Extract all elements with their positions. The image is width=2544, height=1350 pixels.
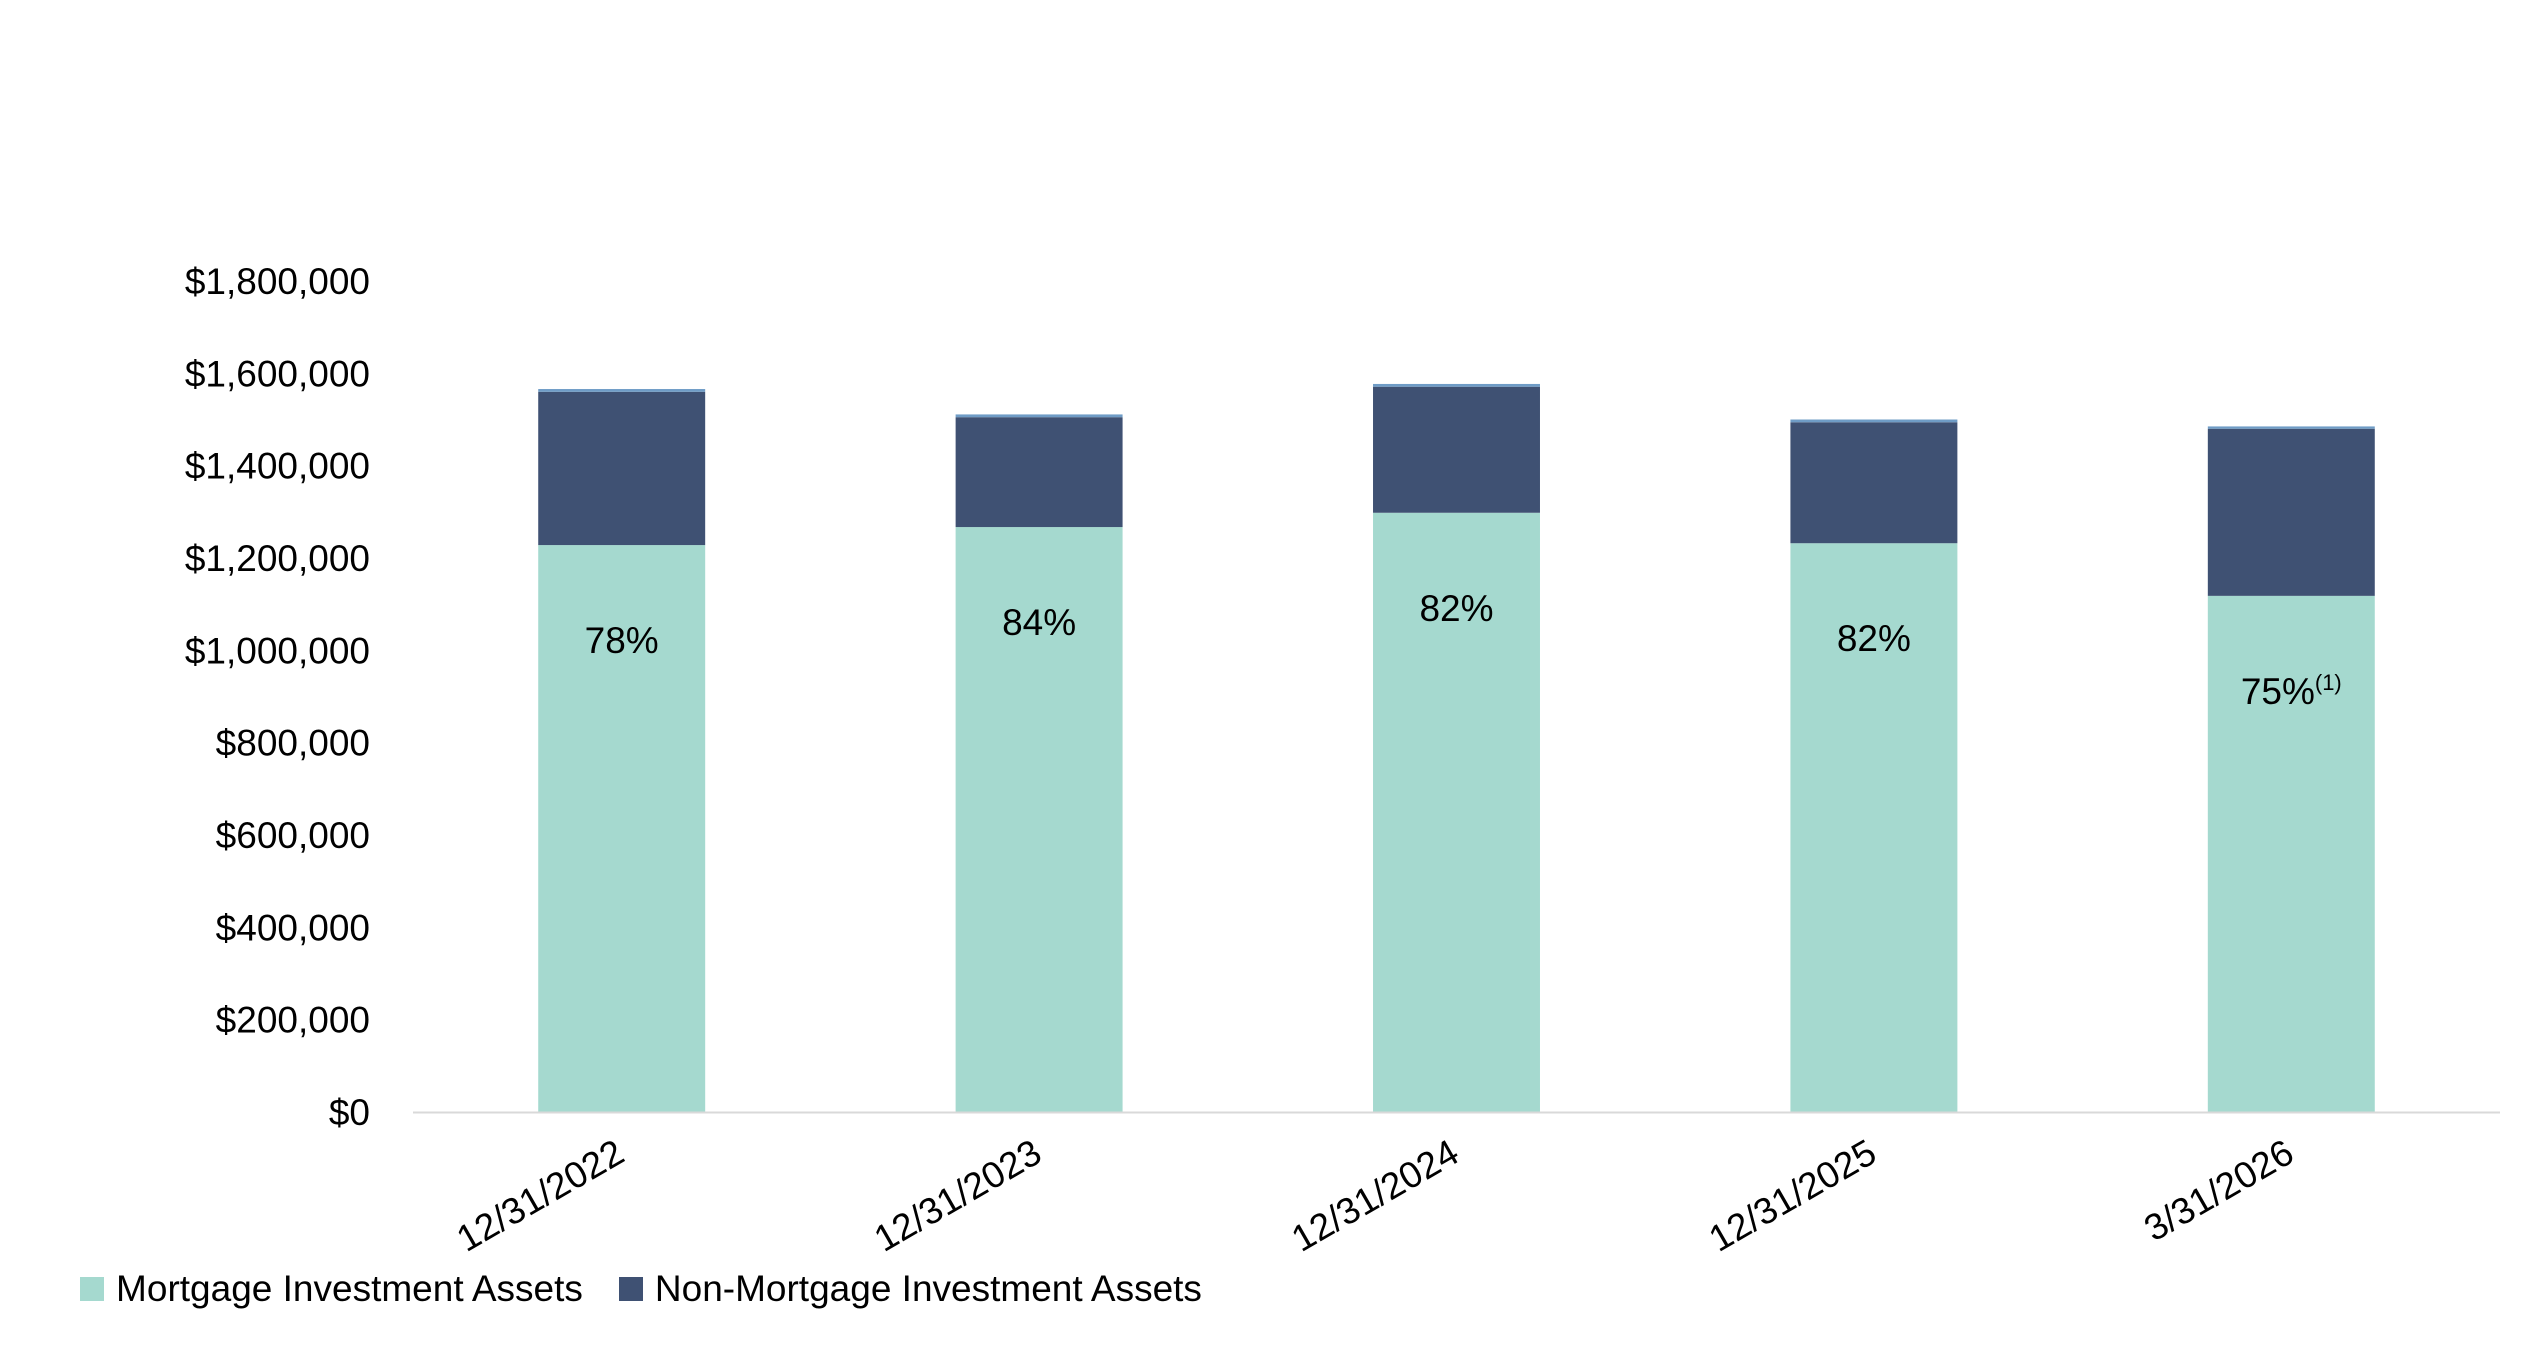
data-labels: 78% 84% 82% 82% 75%(1)	[585, 588, 2342, 712]
x-tick-label: 12/31/2022	[450, 1131, 631, 1259]
bar-segment-mortgage	[2207, 595, 2375, 1112]
bar-segment-mortgage	[1790, 543, 1958, 1112]
data-label-value: 75%	[2241, 671, 2315, 712]
y-tick-label: $600,000	[216, 815, 370, 856]
data-label: 84%	[1002, 602, 1076, 643]
y-tick-label: $800,000	[216, 723, 370, 764]
bar-segment-mortgage	[1373, 512, 1540, 1112]
data-label: 82%	[1837, 618, 1911, 659]
y-tick-label: $1,400,000	[185, 446, 370, 487]
bar-segment-other	[2207, 426, 2375, 429]
bar-segment-other	[1790, 419, 1958, 423]
bar-segment-mortgage	[955, 527, 1123, 1112]
bar-segment-other	[955, 414, 1123, 418]
legend-item-mortgage: Mortgage Investment Assets	[80, 1268, 583, 1310]
data-label: 82%	[1419, 588, 1493, 629]
bar-segment-non-mortgage	[955, 417, 1123, 528]
bars	[538, 383, 2375, 1112]
data-label-footnote: (1)	[2315, 670, 2342, 695]
x-axis: 12/31/2022 12/31/2023 12/31/2024 12/31/2025…	[450, 1131, 2300, 1259]
legend-item-non-mortgage: Non-Mortgage Investment Assets	[618, 1268, 1202, 1310]
y-tick-label: $400,000	[216, 907, 370, 948]
bar-segment-non-mortgage	[2207, 428, 2375, 596]
y-tick-label: $200,000	[216, 1000, 370, 1041]
bar-segment-other	[1373, 383, 1540, 387]
data-label: 75%(1)	[2241, 670, 2342, 712]
x-tick-label: 3/31/2026	[2137, 1131, 2300, 1249]
bar-segment-non-mortgage	[1790, 422, 1958, 544]
y-tick-label: $0	[329, 1092, 370, 1133]
data-label-value: 82%	[1419, 588, 1493, 629]
legend-swatch-non-mortgage	[618, 1277, 643, 1301]
bar-segment-other	[538, 389, 706, 392]
legend-label-non-mortgage: Non-Mortgage Investment Assets	[654, 1268, 1202, 1309]
data-label-value: 82%	[1837, 618, 1911, 659]
legend: Mortgage Investment Assets Non-Mortgage …	[0, 1268, 1282, 1310]
x-tick-label: 12/31/2025	[1702, 1131, 1883, 1259]
data-label: 78%	[585, 620, 659, 661]
bar-segment-mortgage	[538, 545, 706, 1112]
data-label-value: 78%	[585, 620, 659, 661]
legend-swatch-mortgage	[80, 1277, 105, 1301]
y-tick-label: $1,600,000	[185, 353, 370, 394]
bar-segment-non-mortgage	[1373, 386, 1540, 513]
bar-segment-non-mortgage	[538, 391, 706, 546]
y-tick-label: $1,000,000	[185, 630, 370, 671]
data-label-value: 84%	[1002, 602, 1076, 643]
x-tick-label: 12/31/2023	[867, 1131, 1048, 1259]
y-tick-label: $1,200,000	[185, 538, 370, 579]
legend-label-mortgage: Mortgage Investment Assets	[116, 1268, 583, 1309]
y-axis: $0 $200,000 $400,000 $600,000 $800,000 $1,000…	[185, 261, 370, 1133]
x-tick-label: 12/31/2024	[1285, 1131, 1466, 1259]
y-tick-label: $1,800,000	[185, 261, 370, 302]
